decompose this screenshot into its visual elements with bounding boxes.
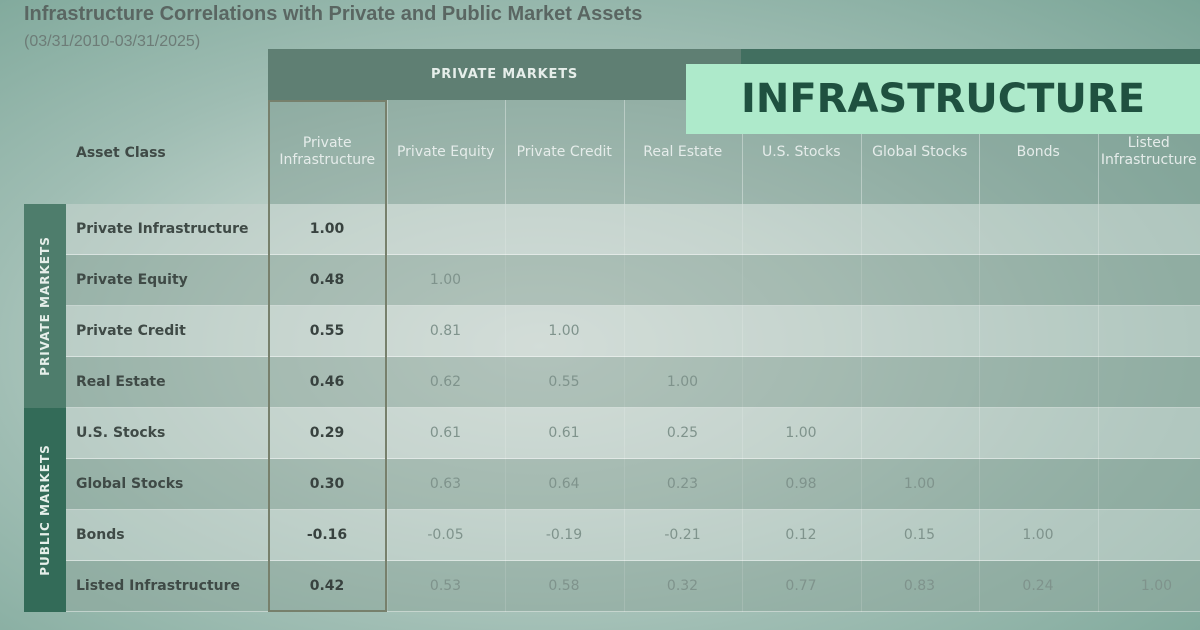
correlation-cell	[861, 306, 979, 356]
correlation-cell: 0.24	[1022, 578, 1054, 594]
private-markets-column-group: PRIVATE MARKETS	[268, 49, 741, 100]
row-label: Listed Infrastructure	[76, 578, 241, 594]
row-label: Private Credit	[76, 323, 186, 339]
correlation-cell: 0.61	[429, 425, 462, 441]
chart-title: Infrastructure Correlations with Private…	[24, 3, 643, 25]
column-header: Real Estate	[643, 143, 723, 160]
correlation-cell	[624, 306, 742, 356]
correlation-cell: 0.12	[785, 527, 817, 543]
table-row: Private Equity 0.48 1.00	[66, 255, 1200, 306]
correlation-cell: 1.00	[903, 476, 936, 492]
correlation-cell	[387, 204, 505, 254]
correlation-cell	[1098, 510, 1200, 560]
correlation-cell: 1.00	[548, 323, 580, 339]
row-label: Bonds	[76, 527, 125, 543]
table-row: Real Estate 0.46 0.62 0.55 1.00	[66, 357, 1200, 408]
correlation-cell: 1.00	[309, 221, 345, 237]
correlation-cell	[1098, 204, 1200, 254]
column-header: Private Equity	[396, 143, 495, 160]
correlation-cell: 0.42	[309, 578, 345, 594]
correlation-cell: 0.29	[309, 425, 345, 441]
correlation-cell: 0.55	[309, 323, 345, 339]
correlation-cell: 0.32	[666, 578, 699, 594]
correlation-cell: 0.55	[548, 374, 580, 390]
correlation-cell: 0.53	[429, 578, 462, 594]
correlation-cell	[1098, 306, 1200, 356]
correlation-cell	[742, 306, 860, 356]
correlation-cell	[742, 204, 860, 254]
private-markets-row-group: PRIVATE MARKETS	[24, 204, 66, 408]
correlation-cell	[1098, 408, 1200, 458]
correlation-cell	[861, 408, 979, 458]
correlation-cell: 1.00	[666, 374, 699, 390]
table-row: U.S. Stocks 0.29 0.61 0.61 0.25 1.00	[66, 408, 1200, 459]
correlation-cell	[505, 255, 623, 305]
table-row: Private Infrastructure 1.00	[66, 204, 1200, 255]
row-label: Global Stocks	[76, 476, 184, 492]
correlation-cell	[624, 255, 742, 305]
correlation-cell	[979, 459, 1097, 509]
correlation-cell: 0.98	[785, 476, 817, 492]
correlation-cell: 0.30	[309, 476, 345, 492]
correlation-cell: 0.63	[429, 476, 462, 492]
correlation-cell	[505, 204, 623, 254]
correlation-cell	[979, 306, 1097, 356]
column-header: Global Stocks	[872, 143, 968, 160]
table-row: Listed Infrastructure 0.42 0.53 0.58 0.32 0.7…	[66, 561, 1200, 612]
correlation-cell	[742, 357, 860, 407]
table-row: Bonds -0.16 -0.05 -0.19 -0.21 0.12 0.15 1.00	[66, 510, 1200, 561]
correlation-cell: -0.19	[545, 527, 583, 543]
correlation-cell: 0.83	[903, 578, 936, 594]
column-header: Private Infrastructure	[279, 135, 376, 168]
correlation-cell: 0.23	[666, 476, 699, 492]
row-label: Private Equity	[76, 272, 188, 288]
correlation-cell: 0.77	[785, 578, 817, 594]
infrastructure-banner: INFRASTRUCTURE	[686, 64, 1200, 134]
correlation-cell	[979, 255, 1097, 305]
correlation-cell	[861, 255, 979, 305]
correlation-cell: -0.05	[427, 527, 464, 543]
public-markets-row-label: PUBLIC MARKETS	[38, 444, 53, 576]
correlation-cell: 1.00	[1140, 578, 1173, 594]
private-markets-row-label: PRIVATE MARKETS	[38, 236, 52, 376]
correlation-cell: -0.21	[664, 527, 701, 543]
correlation-cell: -0.16	[306, 527, 348, 543]
correlation-cell: 0.61	[548, 425, 580, 441]
correlation-cell: 0.25	[666, 425, 699, 441]
correlation-cell: 0.48	[309, 272, 345, 288]
table-row: Private Credit 0.55 0.81 1.00	[66, 306, 1200, 357]
correlation-cell	[742, 255, 860, 305]
correlation-cell: 0.64	[548, 476, 580, 492]
correlation-cell	[861, 204, 979, 254]
correlation-cell: 1.00	[429, 272, 462, 288]
correlation-cell: 1.00	[785, 425, 817, 441]
chart-subtitle: (03/31/2010-03/31/2025)	[24, 33, 201, 50]
column-header: U.S. Stocks	[761, 143, 841, 160]
table-row: Global Stocks 0.30 0.63 0.64 0.23 0.98 1.00	[66, 459, 1200, 510]
correlation-cell: 0.58	[548, 578, 580, 594]
correlation-cell: 0.81	[429, 323, 462, 339]
row-label: U.S. Stocks	[76, 425, 166, 441]
row-label: Real Estate	[76, 374, 166, 390]
correlation-cell: 0.62	[429, 374, 462, 390]
correlation-cell	[979, 357, 1097, 407]
column-header: Private Credit	[516, 143, 612, 160]
correlation-cell: 0.46	[309, 374, 345, 390]
column-header: Bonds	[1016, 143, 1060, 160]
correlation-cell: 1.00	[1022, 527, 1054, 543]
column-header: Listed Infrastructure	[1100, 135, 1197, 168]
correlation-cell	[1098, 459, 1200, 509]
public-markets-row-group: PUBLIC MARKETS	[24, 408, 66, 612]
correlation-cell	[1098, 255, 1200, 305]
correlation-cell	[624, 204, 742, 254]
row-label: Private Infrastructure	[76, 221, 249, 237]
correlation-cell	[861, 357, 979, 407]
correlation-cell	[1098, 357, 1200, 407]
correlation-cell: 0.15	[903, 527, 936, 543]
correlation-cell	[979, 204, 1097, 254]
correlation-cell	[979, 408, 1097, 458]
asset-class-header: Asset Class	[76, 145, 166, 161]
